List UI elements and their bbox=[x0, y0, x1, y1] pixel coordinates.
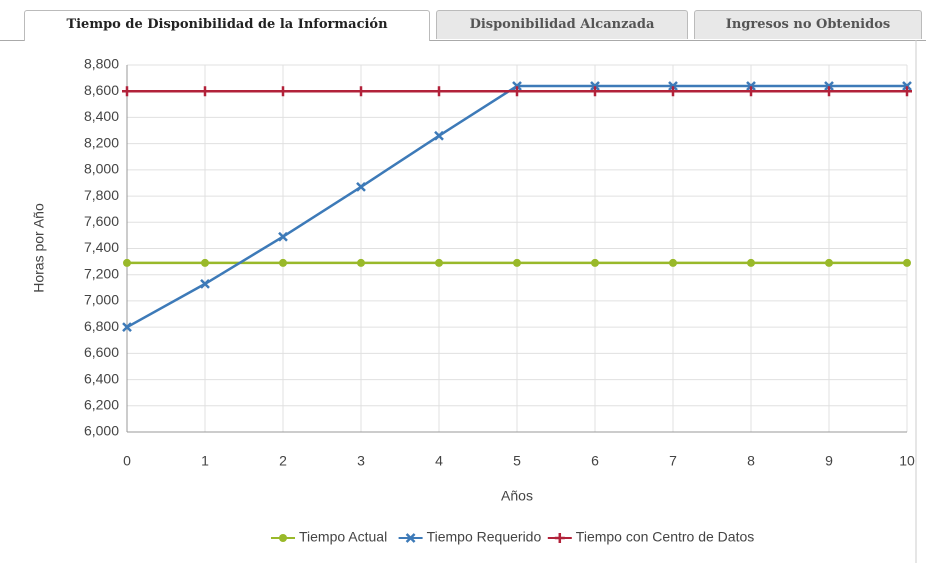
x-tick-label: 5 bbox=[513, 453, 521, 469]
marker bbox=[278, 231, 288, 242]
marker bbox=[668, 86, 678, 97]
y-tick-label: 7,000 bbox=[84, 292, 119, 308]
y-tick-label: 8,600 bbox=[84, 82, 119, 98]
marker bbox=[278, 86, 288, 97]
marker bbox=[825, 258, 833, 267]
legend-label: Tiempo Actual bbox=[299, 529, 387, 545]
x-tick-label: 10 bbox=[899, 453, 915, 469]
x-tick-label: 4 bbox=[435, 453, 443, 469]
tab[interactable]: Disponibilidad Alcanzada bbox=[436, 10, 688, 39]
marker bbox=[902, 86, 912, 97]
y-tick-label: 7,600 bbox=[84, 213, 119, 229]
marker bbox=[746, 86, 756, 97]
y-tick-label: 8,200 bbox=[84, 134, 119, 150]
y-tick-label: 6,400 bbox=[84, 370, 119, 386]
tab[interactable]: Tiempo de Disponibilidad de la Informaci… bbox=[24, 10, 430, 41]
marker bbox=[279, 258, 287, 267]
marker bbox=[434, 130, 444, 141]
marker bbox=[122, 322, 132, 333]
y-tick-label: 6,600 bbox=[84, 344, 119, 360]
x-tick-label: 0 bbox=[123, 453, 131, 469]
tab[interactable]: Ingresos no Obtenidos bbox=[694, 10, 922, 39]
tab-bar: Tiempo de Disponibilidad de la Informaci… bbox=[0, 0, 926, 41]
marker bbox=[356, 86, 366, 97]
x-tick-label: 3 bbox=[357, 453, 365, 469]
marker bbox=[669, 258, 677, 267]
marker bbox=[590, 86, 600, 97]
marker bbox=[201, 258, 209, 267]
y-tick-label: 6,000 bbox=[84, 423, 119, 439]
marker bbox=[590, 81, 600, 91]
marker bbox=[591, 258, 599, 267]
y-tick-label: 8,400 bbox=[84, 108, 119, 124]
marker bbox=[747, 258, 755, 267]
marker bbox=[668, 81, 678, 91]
x-tick-label: 9 bbox=[825, 453, 833, 469]
marker bbox=[123, 258, 131, 267]
y-axis-label: Horas por Año bbox=[31, 203, 47, 293]
y-tick-label: 7,800 bbox=[84, 187, 119, 203]
legend-label: Tiempo Requerido bbox=[427, 529, 542, 545]
x-tick-label: 1 bbox=[201, 453, 209, 469]
marker bbox=[824, 86, 834, 97]
legend-marker bbox=[405, 533, 416, 543]
x-tick-label: 8 bbox=[747, 453, 755, 469]
x-tick-label: 7 bbox=[669, 453, 677, 469]
marker bbox=[746, 81, 756, 91]
marker bbox=[122, 86, 132, 97]
legend-marker bbox=[279, 534, 287, 542]
y-tick-label: 8,800 bbox=[84, 56, 119, 72]
x-tick-label: 6 bbox=[591, 453, 599, 469]
marker bbox=[824, 81, 834, 91]
y-tick-label: 7,400 bbox=[84, 239, 119, 255]
marker bbox=[512, 86, 522, 97]
marker bbox=[356, 182, 366, 192]
x-axis-label: Años bbox=[501, 488, 533, 504]
marker bbox=[902, 81, 912, 91]
y-tick-label: 7,200 bbox=[84, 265, 119, 281]
marker bbox=[200, 86, 210, 97]
y-tick-label: 6,800 bbox=[84, 318, 119, 334]
marker bbox=[357, 258, 365, 267]
marker bbox=[434, 86, 444, 97]
marker bbox=[513, 258, 521, 267]
y-tick-label: 6,200 bbox=[84, 396, 119, 412]
legend-marker bbox=[554, 533, 565, 543]
marker bbox=[200, 279, 210, 289]
y-tick-label: 8,000 bbox=[84, 161, 119, 177]
legend-label: Tiempo con Centro de Datos bbox=[576, 529, 754, 545]
marker bbox=[435, 258, 443, 267]
x-tick-label: 2 bbox=[279, 453, 287, 469]
marker bbox=[903, 258, 911, 267]
marker bbox=[512, 81, 522, 91]
